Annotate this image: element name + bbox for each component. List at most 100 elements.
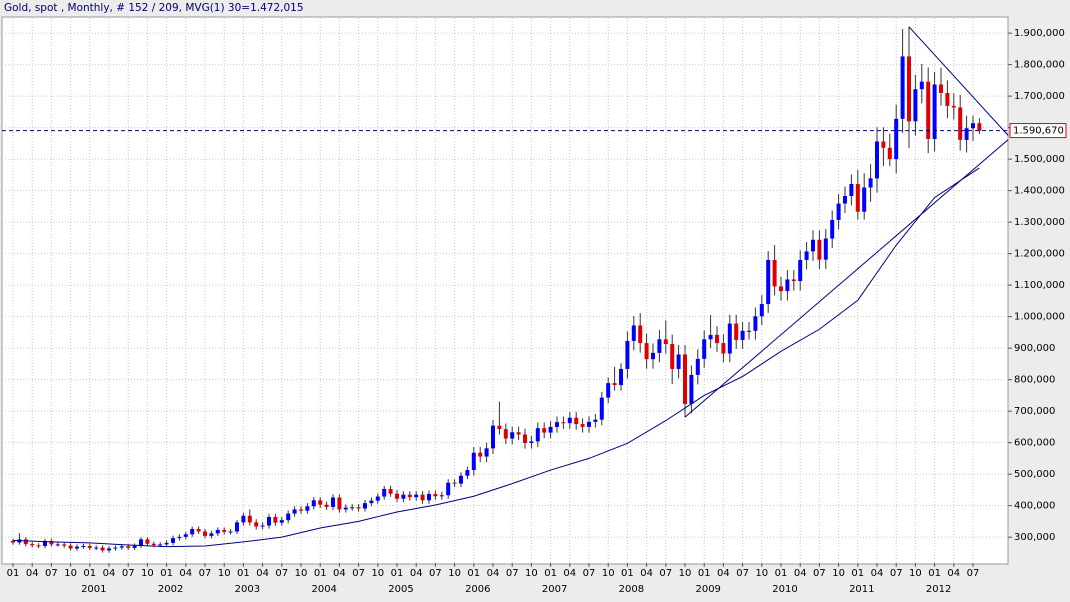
candle-body [177, 536, 182, 539]
candle-body [433, 494, 438, 497]
candle-body [574, 417, 579, 425]
x-tick-label: 04 [871, 568, 884, 579]
candle-body [676, 354, 681, 369]
candle-body [151, 543, 156, 546]
y-tick-label: 500,000 [1014, 469, 1055, 480]
candle-body [599, 397, 604, 420]
year-label: 2006 [465, 584, 490, 595]
y-tick-label: 700,000 [1014, 406, 1055, 417]
candle-body [311, 500, 316, 507]
candle-body [567, 417, 572, 424]
y-tick-label: 800,000 [1014, 375, 1055, 386]
candle-body [382, 488, 387, 497]
candle-body [139, 539, 143, 546]
x-tick-label: 10 [64, 568, 77, 579]
candle-body [561, 422, 566, 424]
candle-body [945, 92, 950, 106]
candle-body [823, 238, 828, 260]
candle-body [670, 344, 675, 369]
candle-body [580, 424, 585, 427]
y-tick-label: 400,000 [1014, 501, 1055, 512]
y-tick-label: 1.000,000 [1014, 312, 1065, 323]
candle-body [887, 147, 892, 160]
candle-body [420, 494, 425, 501]
year-label: 2003 [235, 584, 260, 595]
candle-body [791, 279, 796, 282]
candle-body [75, 546, 79, 549]
y-tick-label: 900,000 [1014, 343, 1055, 354]
last-value-label: 1.590,670 [1013, 126, 1064, 137]
x-tick-label: 07 [506, 568, 519, 579]
candle-body [894, 118, 899, 160]
candle-body [228, 531, 233, 533]
candle-body [811, 239, 815, 252]
candle-body [203, 531, 207, 536]
candle-body [247, 515, 252, 523]
candle-body [747, 330, 751, 332]
candle-body [267, 517, 271, 526]
x-tick-label: 01 [237, 568, 250, 579]
y-tick-label: 1.100,000 [1014, 280, 1065, 291]
x-tick-label: 10 [371, 568, 384, 579]
x-tick-label: 04 [333, 568, 346, 579]
candle-body [939, 84, 943, 93]
y-tick-label: 1.300,000 [1014, 217, 1065, 228]
candle-body [798, 259, 803, 282]
candle-body [171, 538, 175, 543]
x-tick-label: 01 [83, 568, 96, 579]
x-tick-label: 01 [775, 568, 788, 579]
candle-body [958, 107, 963, 140]
x-tick-label: 01 [467, 568, 480, 579]
candle-body [689, 374, 694, 404]
x-tick-label: 10 [525, 568, 538, 579]
y-tick-label: 1.800,000 [1014, 60, 1065, 71]
x-tick-label: 10 [909, 568, 922, 579]
candle-body [113, 547, 118, 549]
y-tick-label: 1.200,000 [1014, 249, 1065, 260]
candle-body [772, 259, 777, 287]
candle-body [977, 123, 982, 131]
candle-body [529, 441, 534, 443]
candle-body [459, 475, 463, 484]
x-tick-label: 01 [7, 568, 20, 579]
candle-body [363, 503, 367, 509]
candle-body [651, 352, 655, 360]
x-tick-label: 04 [563, 568, 576, 579]
y-tick-label: 1.900,000 [1014, 28, 1065, 39]
x-tick-label: 07 [967, 568, 980, 579]
x-tick-label: 07 [352, 568, 365, 579]
candle-body [535, 428, 540, 442]
y-tick-label: 1.400,000 [1014, 186, 1065, 197]
x-tick-label: 01 [314, 568, 327, 579]
candle-body [343, 507, 348, 510]
candle-body [356, 507, 361, 509]
candle-body [215, 529, 220, 534]
candle-body [286, 513, 291, 521]
year-label: 2007 [542, 584, 567, 595]
candle-body [164, 542, 169, 545]
x-tick-label: 04 [717, 568, 730, 579]
x-tick-label: 01 [391, 568, 404, 579]
candle-body [843, 195, 847, 204]
x-tick-label: 10 [141, 568, 154, 579]
x-tick-label: 10 [295, 568, 308, 579]
candle-body [401, 494, 406, 499]
candle-body [439, 495, 444, 497]
candle-body [465, 470, 470, 476]
x-tick-label: 10 [832, 568, 845, 579]
candle-body [619, 368, 623, 386]
candle-body [273, 517, 278, 523]
candle-body [951, 105, 956, 108]
candle-body [593, 419, 598, 422]
y-tick-label: 1.500,000 [1014, 154, 1065, 165]
x-tick-label: 04 [103, 568, 116, 579]
candle-body [971, 123, 975, 129]
candle-body [523, 434, 527, 443]
candle-body [407, 494, 412, 498]
x-tick-label: 04 [256, 568, 269, 579]
x-tick-label: 10 [218, 568, 231, 579]
year-label: 2012 [926, 584, 951, 595]
candle-body [612, 383, 617, 386]
y-tick-label: 300,000 [1014, 532, 1055, 543]
candle-body [209, 533, 214, 536]
